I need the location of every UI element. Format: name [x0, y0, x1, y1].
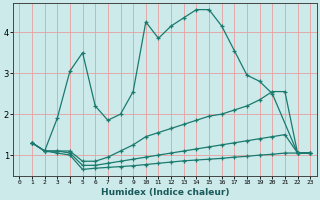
- X-axis label: Humidex (Indice chaleur): Humidex (Indice chaleur): [100, 188, 229, 197]
